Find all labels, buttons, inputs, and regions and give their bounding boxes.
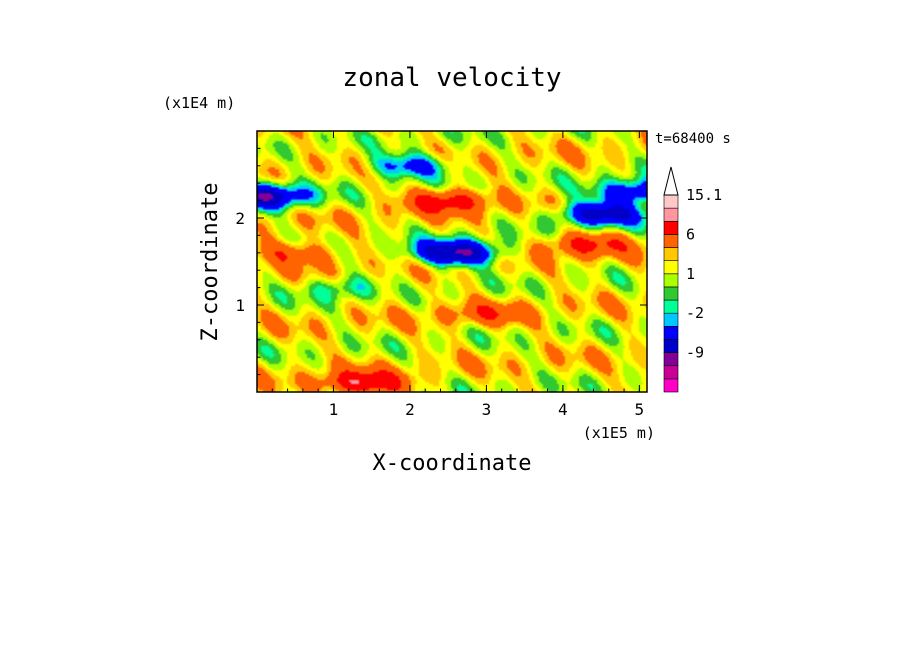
colorbar-swatch [663, 260, 679, 275]
colorbar-swatch [663, 299, 679, 314]
x-axis-label: X-coordinate [373, 451, 532, 476]
colorbar-swatch [663, 286, 679, 301]
colorbar-label: 1 [686, 265, 695, 283]
velocity-field [257, 131, 647, 392]
colorbar-swatch [663, 194, 679, 209]
colorbar-swatch [663, 378, 679, 393]
x-tick-label: 1 [329, 400, 339, 419]
chart-title: zonal velocity [342, 63, 561, 93]
colorbar-extension [663, 166, 679, 196]
colorbar-swatch [663, 312, 679, 327]
y-axis: 12 [235, 147, 647, 376]
y-axis-label: Z-coordinate [198, 183, 223, 342]
y-multiplier-label: (x1E4 m) [163, 94, 235, 112]
x-tick-label: 5 [635, 400, 645, 419]
plot-frame [256, 130, 648, 393]
colorbar-label: 15.1 [686, 186, 722, 204]
colorbar: 15.1 6 1 -2 -9 [663, 166, 722, 393]
y-tick-label: 2 [235, 209, 245, 228]
colorbar-swatch [663, 220, 679, 235]
y-tick-label: 1 [235, 296, 245, 315]
colorbar-label: -9 [686, 344, 704, 362]
colorbar-label: -2 [686, 304, 704, 322]
x-multiplier-label: (x1E5 m) [583, 424, 655, 442]
x-tick-label: 4 [558, 400, 568, 419]
colorbar-swatch [663, 207, 679, 222]
colorbar-swatch [663, 234, 679, 248]
x-axis: 1 2 3 4 5 [271, 131, 645, 419]
plot-area [256, 130, 648, 393]
colorbar-swatch [663, 326, 679, 340]
colorbar-swatch [663, 247, 679, 261]
colorbar-swatch [663, 273, 679, 288]
time-label: t=68400 s [655, 131, 731, 147]
colorbar-label: 6 [686, 225, 695, 243]
colorbar-swatch [663, 365, 679, 380]
x-tick-label: 3 [482, 400, 492, 419]
x-tick-label: 2 [405, 400, 415, 419]
colorbar-swatch [663, 352, 679, 367]
colorbar-swatch [663, 339, 679, 353]
